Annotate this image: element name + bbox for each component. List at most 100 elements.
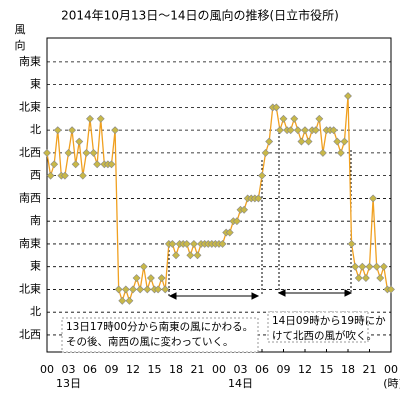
annotation-text: その後、南西の風に変わっていく。 <box>66 335 233 348</box>
annotation-text: 14日09時から19時にか <box>272 315 386 327</box>
data-point <box>351 262 360 271</box>
y-tick-label: 南東 <box>19 55 41 68</box>
data-point <box>168 239 177 248</box>
data-point <box>89 148 98 157</box>
data-point <box>146 274 155 282</box>
y-tick-label: 北東 <box>19 100 41 113</box>
data-point <box>369 194 378 203</box>
day-label: 13日 <box>56 377 81 390</box>
chart-title: 2014年10月13日～14日の風向の推移(日立市役所) <box>61 8 339 23</box>
data-point <box>50 160 59 169</box>
x-tick-label: 12 <box>298 363 312 376</box>
data-point <box>240 205 249 214</box>
x-tick-label: 15 <box>148 363 162 376</box>
data-point <box>315 114 324 123</box>
y-tick-label: 北東 <box>19 282 41 295</box>
data-point <box>118 296 127 305</box>
data-point <box>340 137 349 146</box>
x-tick-label: 18 <box>341 363 355 376</box>
data-point <box>78 171 87 180</box>
data-point <box>344 92 352 100</box>
data-point <box>157 274 166 282</box>
x-tick-label: 03 <box>62 363 76 376</box>
data-point <box>258 171 266 180</box>
data-point <box>293 126 302 135</box>
data-point <box>376 274 385 282</box>
y-tick-label: 東 <box>30 260 41 273</box>
data-point <box>82 148 91 157</box>
data-point <box>301 126 309 135</box>
y-tick-label: 東 <box>30 78 41 91</box>
data-point <box>265 137 274 146</box>
span-arrows <box>168 128 353 300</box>
x-tick-label: 21 <box>191 363 205 376</box>
data-point <box>161 285 170 294</box>
data-point <box>261 148 270 157</box>
data-point <box>71 160 80 169</box>
data-point <box>361 274 370 282</box>
y-tick-label: 北西 <box>19 328 41 341</box>
x-tick-label: 15 <box>320 363 334 376</box>
data-point <box>86 114 94 123</box>
x-tick-label: 06 <box>83 363 97 376</box>
annotation-box <box>267 311 369 343</box>
data-point <box>114 285 123 294</box>
x-tick-label: 21 <box>363 363 377 376</box>
data-point <box>358 262 367 271</box>
data-point <box>275 126 284 135</box>
data-point <box>304 137 313 146</box>
data-point <box>136 285 145 294</box>
day-label: 14日 <box>228 377 253 390</box>
x-tick-label: 18 <box>169 363 183 376</box>
y-tick-label: 北 <box>30 305 41 318</box>
x-tick-label: 03 <box>234 363 248 376</box>
data-point <box>279 114 288 123</box>
data-point <box>107 160 116 169</box>
y-tick-label: 南東 <box>19 237 41 250</box>
data-point <box>311 126 320 135</box>
annotation-text: 13日17時00分から南東の風にかわる。 <box>66 320 253 333</box>
data-point <box>347 239 356 248</box>
plot-frame <box>46 37 392 353</box>
data-point <box>96 114 105 123</box>
data-point <box>43 148 51 157</box>
annotation-text: けて北西の風が吹く。 <box>272 329 377 342</box>
data-point <box>143 285 152 294</box>
x-tick-label: 06 <box>255 363 269 376</box>
x-tick-label: 09 <box>277 363 291 376</box>
data-point <box>336 148 345 157</box>
data-point <box>93 160 102 169</box>
data-point <box>218 239 227 248</box>
data-point <box>132 274 141 282</box>
data-point <box>379 262 388 271</box>
data-point <box>254 194 263 203</box>
data-point <box>329 126 338 135</box>
data-point <box>297 137 306 146</box>
x-tick-label: 00 <box>384 363 398 376</box>
data-point <box>225 228 234 237</box>
data-point <box>372 262 381 271</box>
x-tick-label: 00 <box>40 363 54 376</box>
data-point <box>318 148 327 157</box>
data-point <box>272 103 281 112</box>
annotation-box <box>61 317 259 353</box>
data-point <box>75 137 84 146</box>
y-tick-label: 西 <box>30 169 41 182</box>
y-tick-label: 南西 <box>19 191 41 204</box>
data-point <box>154 285 163 294</box>
series-line <box>46 95 391 303</box>
data-point <box>354 274 363 282</box>
data-point <box>46 171 55 180</box>
data-point <box>129 285 137 294</box>
data-point <box>172 251 180 260</box>
data-point <box>139 262 148 271</box>
y-tick-label: 北西 <box>19 146 41 159</box>
data-point <box>193 251 202 260</box>
data-point <box>53 126 62 135</box>
data-point <box>111 126 120 135</box>
data-point <box>365 262 374 271</box>
data-point <box>186 251 195 260</box>
data-point <box>286 126 295 135</box>
x-tick-label: 12 <box>126 363 140 376</box>
